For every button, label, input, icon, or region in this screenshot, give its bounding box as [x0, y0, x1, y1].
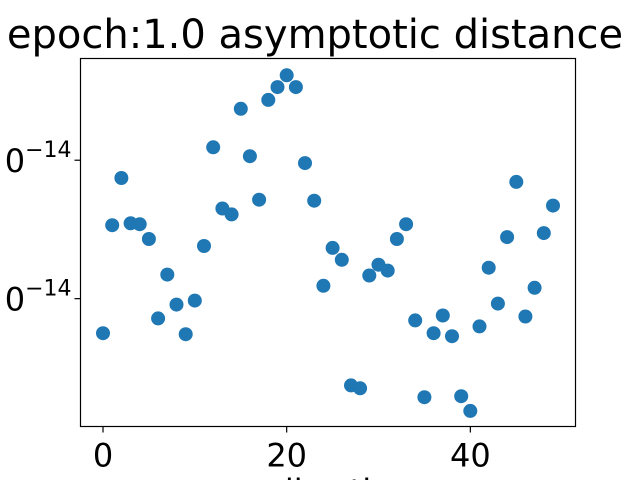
data-point [316, 278, 331, 293]
data-point [160, 267, 175, 282]
data-point [454, 389, 469, 404]
data-point [307, 193, 322, 208]
x-tick-label: 40 [450, 437, 491, 475]
data-point [509, 174, 524, 189]
data-point [527, 280, 542, 295]
data-point [500, 230, 515, 245]
data-point [325, 240, 340, 255]
y-axis-ticks: 0−140−14 [5, 138, 81, 319]
data-point [426, 326, 441, 341]
data-point [353, 381, 368, 396]
data-point [472, 319, 487, 334]
data-point [362, 268, 377, 283]
data-point [435, 308, 450, 323]
data-point [298, 156, 312, 171]
data-point [224, 207, 239, 222]
data-point [546, 198, 560, 213]
data-points [96, 68, 560, 418]
data-point [518, 309, 533, 324]
data-point [445, 329, 459, 344]
data-point [490, 296, 505, 311]
data-point [270, 80, 285, 95]
data-point [288, 80, 303, 95]
y-tick-base: 0 [5, 281, 25, 319]
data-point [187, 293, 202, 308]
data-point [206, 140, 221, 155]
chart-title: epoch:1.0 asymptotic distance [7, 12, 623, 58]
data-point [178, 327, 193, 342]
data-point [197, 239, 211, 253]
data-point [105, 218, 120, 233]
data-point [380, 263, 395, 278]
data-point [233, 101, 248, 116]
x-tick-label: 20 [266, 437, 307, 475]
data-point [536, 226, 551, 241]
x-axis-ticks: 0 20 40 [93, 426, 491, 475]
data-point [141, 232, 156, 246]
y-tick-label: 0−14 [5, 138, 72, 180]
data-point [389, 232, 404, 246]
data-point [481, 260, 496, 275]
data-point [334, 252, 349, 267]
plot-area-frame [79, 57, 577, 428]
data-point [279, 68, 294, 83]
x-axis-label: dim_th [273, 472, 382, 480]
data-point [261, 92, 276, 107]
y-tick-base: 0 [5, 142, 25, 180]
data-point [169, 297, 184, 312]
y-tick-label: 0−14 [5, 277, 72, 319]
data-point [252, 192, 267, 207]
y-tick-exponent: −14 [25, 277, 71, 302]
data-point [96, 326, 110, 341]
y-tick-exponent: −14 [25, 138, 71, 163]
data-point [132, 217, 147, 232]
data-point [399, 217, 414, 232]
data-point [151, 311, 166, 326]
data-point [408, 313, 423, 328]
data-point [242, 149, 257, 164]
x-tick-label: 0 [93, 437, 113, 475]
data-point [463, 403, 478, 418]
data-point [114, 171, 129, 185]
data-point [417, 390, 432, 405]
